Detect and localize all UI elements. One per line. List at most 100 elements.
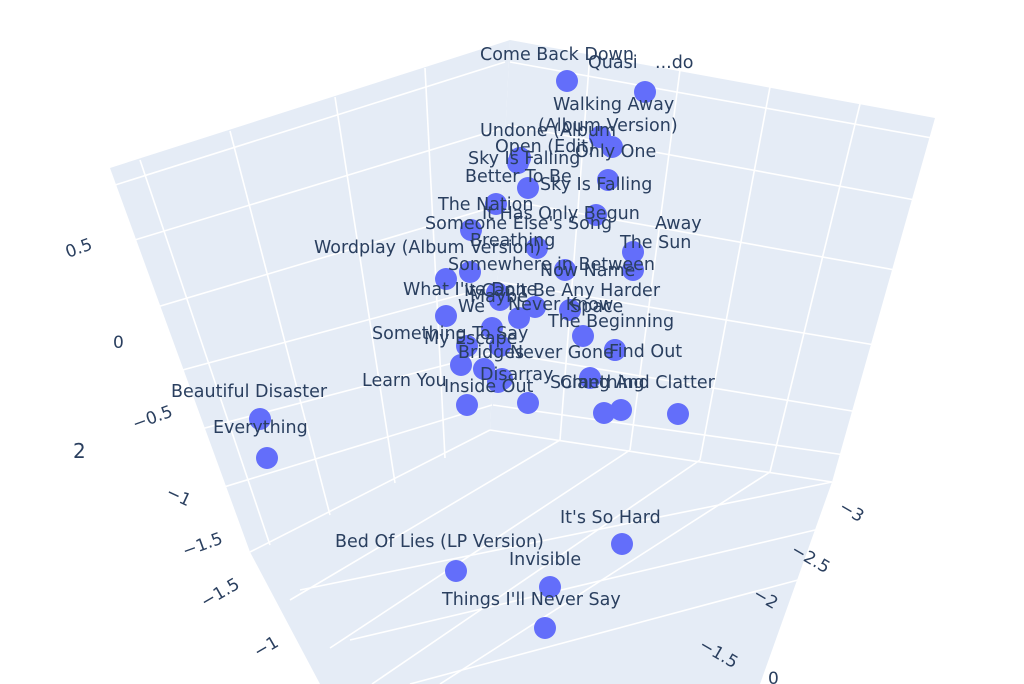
point-label: Sky Is Falling	[540, 175, 652, 195]
data-point[interactable]	[508, 307, 530, 329]
data-point[interactable]	[593, 402, 615, 424]
point-label: Breathing	[470, 231, 555, 251]
data-point[interactable]	[456, 335, 478, 357]
point-label: Find Out	[609, 342, 682, 362]
data-point[interactable]	[485, 193, 507, 215]
data-point[interactable]	[622, 259, 644, 281]
x-tick-label: −1	[251, 632, 283, 662]
gridline	[504, 199, 896, 271]
data-point[interactable]	[249, 408, 271, 430]
data-point[interactable]	[487, 371, 509, 393]
gridline	[371, 459, 701, 684]
axis-title: 2	[73, 439, 86, 463]
data-point[interactable]	[524, 296, 546, 318]
point-label: Bridges	[458, 343, 524, 363]
gridline	[349, 529, 816, 641]
point-label: Away	[655, 214, 702, 234]
gridline	[509, 61, 933, 139]
point-label: Everything	[213, 418, 308, 438]
y-tick-label: −3	[836, 497, 868, 527]
data-point[interactable]	[473, 358, 495, 380]
data-point[interactable]	[597, 169, 619, 191]
data-point[interactable]	[622, 241, 644, 263]
point-label: It Has Only Begun	[482, 204, 640, 224]
data-point[interactable]	[579, 367, 601, 389]
point-label: Somewhere in Between	[448, 255, 655, 275]
data-point[interactable]	[450, 354, 472, 376]
data-point[interactable]	[554, 259, 576, 281]
point-label: My Escape	[424, 329, 517, 349]
point-label: Learn You	[362, 371, 447, 391]
data-point[interactable]	[456, 394, 478, 416]
data-point[interactable]	[459, 261, 481, 283]
data-point[interactable]	[445, 560, 467, 582]
gridline	[559, 53, 591, 441]
z-tick-label: −0.5	[130, 402, 176, 435]
data-point[interactable]	[611, 533, 633, 555]
z-tick-label: 0.5	[63, 235, 95, 263]
data-point[interactable]	[634, 81, 656, 103]
point-label: Invisible	[509, 550, 581, 570]
point-label: Walking Away	[553, 95, 674, 115]
data-point[interactable]	[585, 204, 607, 226]
gridline	[439, 471, 771, 684]
point-label: ...do	[655, 53, 694, 73]
data-point[interactable]	[559, 299, 581, 321]
data-point[interactable]	[481, 317, 503, 339]
data-point[interactable]	[556, 70, 578, 92]
x-tick-label: −1.5	[198, 574, 244, 612]
data-point[interactable]	[517, 392, 539, 414]
gridline	[769, 103, 861, 473]
gridline	[229, 130, 331, 516]
point-label: Disarray	[480, 365, 553, 385]
point-label: The Nation	[437, 195, 533, 215]
point-label: Open (Edit)	[495, 137, 595, 157]
point-label: Beautiful Disaster	[171, 382, 328, 402]
gridline	[289, 439, 561, 601]
data-point[interactable]	[460, 219, 482, 241]
gridline	[111, 61, 506, 187]
gridline	[489, 429, 833, 483]
data-point[interactable]	[610, 399, 632, 421]
point-label: We	[458, 297, 485, 317]
data-point[interactable]	[534, 617, 556, 639]
data-point[interactable]	[604, 339, 626, 361]
z-tick-label: −1.5	[180, 529, 226, 562]
y-tick-label: 0	[768, 669, 779, 684]
data-point[interactable]	[601, 136, 623, 158]
data-point[interactable]	[256, 447, 278, 469]
point-label: Something To Say	[372, 324, 528, 344]
point-label: The Sun	[619, 233, 691, 253]
point-label: Quasi	[588, 53, 638, 73]
gridline	[114, 127, 504, 247]
data-point[interactable]	[507, 152, 529, 174]
data-point[interactable]	[489, 289, 511, 311]
gridline	[126, 284, 498, 386]
z-tick-label: −1	[163, 482, 194, 511]
point-label: Something	[550, 373, 645, 393]
data-point[interactable]	[667, 403, 689, 425]
data-point[interactable]	[517, 177, 539, 199]
point-label: Bed Of Lies (LP Version)	[335, 532, 544, 552]
gridline	[424, 67, 446, 459]
point-label: Wordplay (Album Version)	[314, 238, 541, 258]
point-label: Clang And Clatter	[560, 373, 716, 393]
gridline	[409, 579, 799, 684]
gridline	[492, 404, 846, 456]
data-point[interactable]	[435, 305, 457, 327]
gridline	[249, 429, 491, 553]
data-point[interactable]	[572, 325, 594, 347]
data-point[interactable]	[526, 237, 548, 259]
point-label: Maybe	[470, 287, 528, 307]
data-point[interactable]	[539, 576, 561, 598]
gridline	[507, 124, 916, 201]
point-label: Never Know	[508, 295, 613, 315]
data-point[interactable]	[489, 335, 511, 357]
point-label: Only One	[575, 142, 656, 162]
data-point[interactable]	[435, 268, 457, 290]
point-label: Things I'll Never Say	[441, 590, 621, 610]
point-label: Now Name	[540, 261, 635, 281]
back-wall-right	[490, 40, 935, 482]
